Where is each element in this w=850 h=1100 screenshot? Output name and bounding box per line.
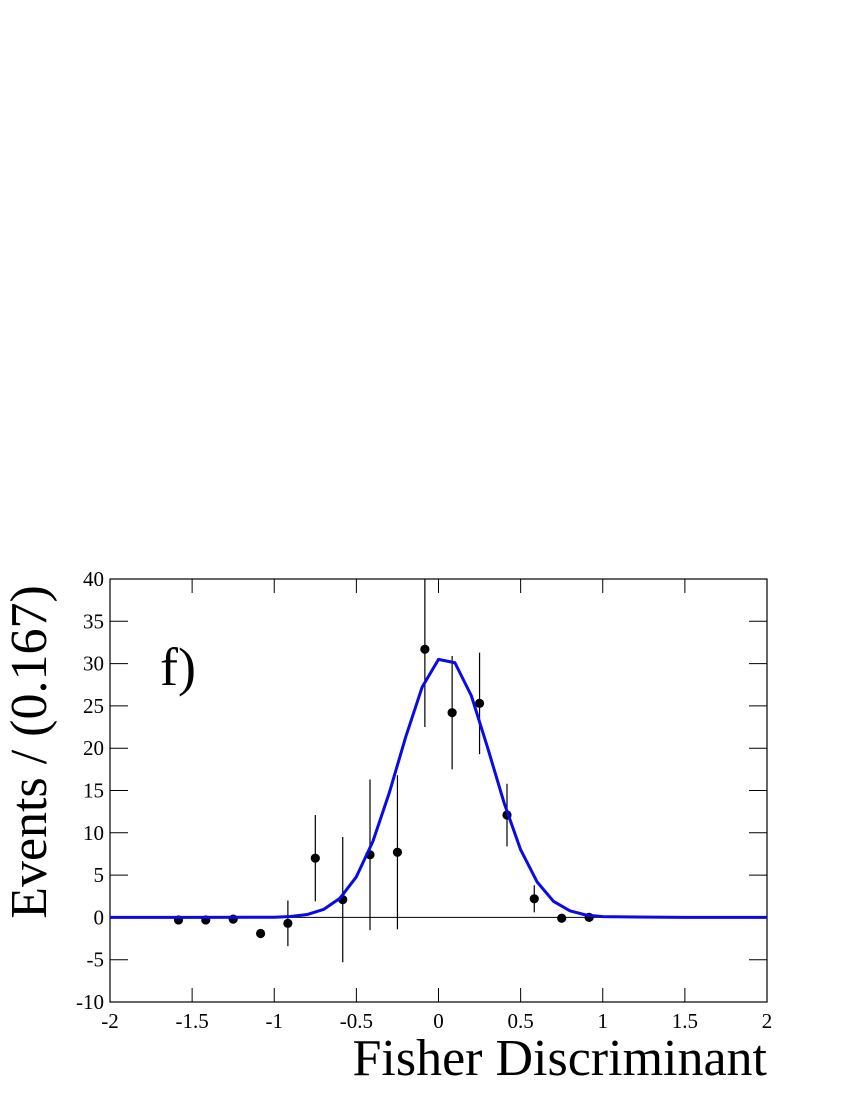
y-tick-label: 25 (83, 694, 104, 718)
x-axis-title: Fisher Discriminant (352, 1030, 767, 1087)
data-point (447, 708, 457, 718)
x-tick-label: -2 (101, 1009, 119, 1033)
data-point (420, 644, 430, 654)
y-tick-label: 0 (94, 905, 105, 929)
data-point (529, 894, 539, 904)
x-tick-label: -0.5 (340, 1009, 373, 1033)
y-axis-title: Events / (0.167) (1, 585, 58, 919)
y-tick-label: 10 (83, 821, 104, 845)
x-tick-label: 2 (762, 1009, 773, 1033)
y-tick-label: -10 (76, 990, 104, 1014)
x-tick-label: 1.5 (672, 1009, 698, 1033)
y-tick-label: 15 (83, 779, 104, 803)
x-tick-label: -1 (266, 1009, 284, 1033)
data-point (283, 918, 293, 928)
y-tick-label: -5 (87, 948, 105, 972)
x-tick-label: 0.5 (508, 1009, 534, 1033)
x-tick-label: 1 (598, 1009, 609, 1033)
data-point (474, 698, 485, 708)
annotation: f) (160, 637, 196, 697)
y-tick-label: 20 (83, 736, 104, 760)
y-tick-label: 5 (94, 863, 105, 887)
data-point (310, 853, 320, 863)
x-tick-label: 0 (433, 1009, 444, 1033)
y-tick-label: 30 (83, 652, 104, 676)
data-point (557, 913, 567, 923)
plot-frame (109, 578, 768, 1003)
fit-curve (110, 657, 767, 919)
y-tick-label: 40 (83, 567, 104, 591)
y-tick-label: 35 (83, 609, 104, 633)
x-tick-label: -1.5 (176, 1009, 209, 1033)
data-point (392, 847, 403, 857)
data-point (256, 928, 266, 939)
